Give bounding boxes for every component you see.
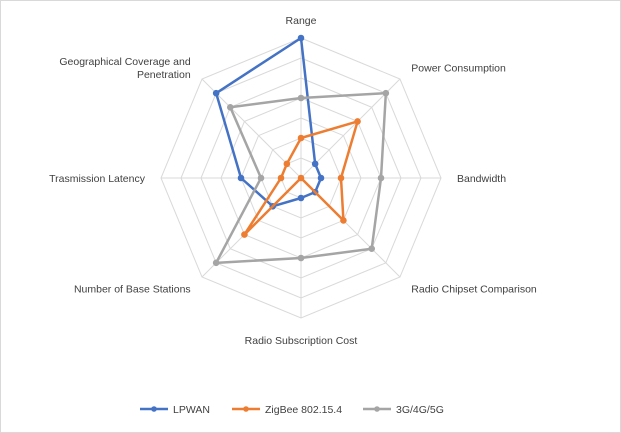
data-point <box>297 254 305 262</box>
legend-marker <box>374 406 380 412</box>
axis-label-line: Radio Chipset Comparison <box>411 283 537 295</box>
series-layer <box>212 34 390 267</box>
axis-label: Bandwidth <box>457 173 506 185</box>
legend-marker <box>243 406 249 412</box>
data-point <box>297 94 305 102</box>
grid-spoke <box>300 78 401 179</box>
data-point <box>212 259 220 267</box>
legend-item: ZigBee 802.15.4 <box>232 404 342 416</box>
data-point <box>283 160 291 168</box>
legend-label: LPWAN <box>173 404 210 416</box>
data-point <box>337 174 345 182</box>
axis-label-line: Power Consumption <box>411 63 506 75</box>
data-point <box>311 160 319 168</box>
data-point <box>257 174 265 182</box>
axis-label: Geographical Coverage and Penetration <box>59 56 190 81</box>
axis-label-line: Penetration <box>137 69 191 81</box>
data-point <box>237 174 245 182</box>
data-point <box>241 231 248 238</box>
axis-label: Trasmission Latency <box>49 173 146 185</box>
legend-item: 3G/4G/5G <box>363 404 444 416</box>
legend-item: LPWAN <box>140 404 210 416</box>
data-point <box>340 217 347 224</box>
axis-labels: Range Power Consumption Bandwidth Radio Chi… <box>49 15 537 347</box>
axis-label-line: Bandwidth <box>457 173 506 185</box>
axis-label: Number of Base Stations <box>74 283 191 295</box>
grid-spoke <box>201 78 302 179</box>
data-point <box>297 194 305 202</box>
series-2 <box>241 118 361 238</box>
axis-label: Power Consumption <box>411 63 506 75</box>
data-point <box>226 103 234 111</box>
axis-label-line: Geographical Coverage and <box>59 56 190 68</box>
axis-label-line: Range <box>286 15 317 27</box>
data-point <box>368 245 376 253</box>
legend-label: 3G/4G/5G <box>396 404 444 416</box>
data-point <box>317 174 325 182</box>
axis-label-line: Trasmission Latency <box>49 173 146 185</box>
axis-label: Radio Chipset Comparison <box>411 283 537 295</box>
legend-marker <box>151 406 157 412</box>
series-1 <box>212 34 325 210</box>
data-point <box>354 118 361 125</box>
data-point <box>212 89 220 97</box>
data-point <box>382 89 390 97</box>
data-point <box>277 174 285 182</box>
data-point <box>297 134 305 142</box>
legend-label: ZigBee 802.15.4 <box>265 404 342 416</box>
data-point <box>297 174 305 182</box>
data-point <box>297 34 305 42</box>
series-3 <box>212 89 390 267</box>
axis-label: Radio Subscription Cost <box>245 335 358 347</box>
axis-label: Range <box>286 15 317 27</box>
data-point <box>377 174 385 182</box>
axis-label-line: Radio Subscription Cost <box>245 335 358 347</box>
legend: LPWAN ZigBee 802.15.4 3G/4G/5G <box>140 404 444 416</box>
axis-label-line: Number of Base Stations <box>74 283 191 295</box>
